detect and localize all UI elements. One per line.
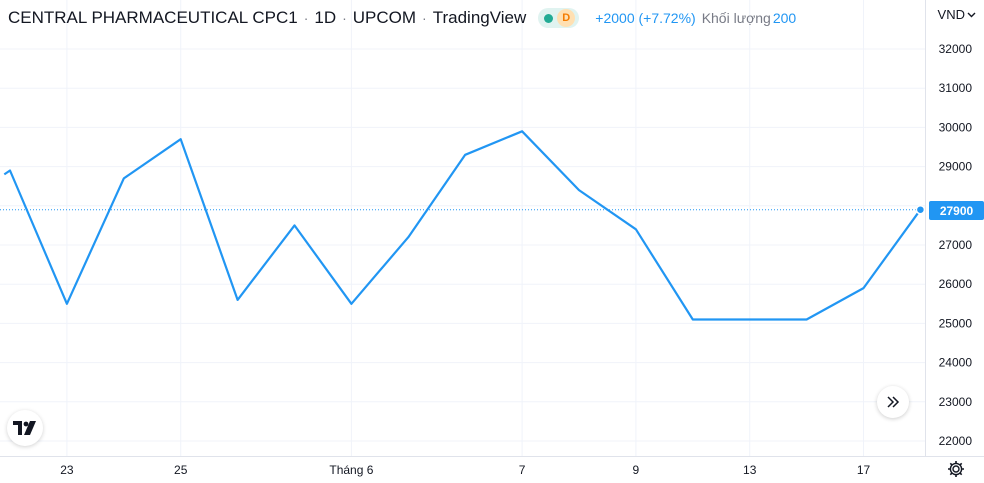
x-tick-label: 13 [743,463,757,477]
y-tick-label: 27000 [939,238,973,252]
chart-settings-button[interactable] [944,458,968,480]
double-chevron-right-icon [887,396,900,408]
y-tick-label: 31000 [939,81,973,95]
chevron-down-icon [967,12,976,17]
market-status[interactable]: D [538,8,580,28]
y-tick-label: 25000 [939,316,973,330]
tradingview-logo-icon [13,421,36,435]
scroll-to-realtime-button[interactable] [877,386,909,418]
data-point [690,316,696,322]
data-point [178,136,184,142]
data-point [348,301,354,307]
price-axis-border [925,0,926,456]
x-tick-label: 9 [633,463,640,477]
y-tick-label: 26000 [939,277,973,291]
data-point [64,301,70,307]
market-open-dot-icon [544,13,554,23]
data-point [576,187,582,193]
data-point [292,222,298,228]
y-tick-label: 29000 [939,160,973,174]
currency-label: VND [937,7,965,22]
volume-value: 200 [772,10,797,26]
data-point [462,152,468,158]
y-tick-label: 24000 [939,356,973,370]
y-tick-label: 22000 [939,434,973,448]
tradingview-logo[interactable] [7,410,43,446]
legend-separator: · [342,10,347,26]
x-tick-label: 23 [60,463,74,477]
data-point [519,128,525,134]
currency-selector[interactable]: VND [938,7,976,22]
delayed-data-badge: D [557,9,576,27]
data-point [235,297,241,303]
volume-label: Khối lượng [701,10,771,26]
symbol-legend: CENTRAL PHARMACEUTICAL CPC1 · 1D · UPCOM… [8,6,796,30]
data-point [405,234,411,240]
data-point [804,316,810,322]
y-tick-label: 23000 [939,395,973,409]
data-point [633,226,639,232]
symbol-name[interactable]: CENTRAL PHARMACEUTICAL CPC1 [8,8,298,27]
gear-icon [948,461,964,477]
y-tick-label: 30000 [939,120,973,134]
legend-separator: · [303,10,309,26]
data-point [747,316,753,322]
time-axis-border [0,456,984,457]
interval-label[interactable]: 1D [314,8,337,27]
data-point [7,168,13,174]
x-tick-label: 17 [857,463,871,477]
source-label: TradingView [432,8,527,27]
x-tick-label: Tháng 6 [329,463,373,477]
last-price-label: 27900 [929,201,984,220]
data-point [1,171,7,177]
data-point [121,175,127,181]
y-tick-label: 32000 [939,42,973,56]
last-price-dot [915,204,926,215]
exchange-label: UPCOM [352,8,417,27]
legend-separator: · [422,10,427,26]
x-tick-label: 25 [174,463,188,477]
data-point [861,285,867,291]
x-tick-label: 7 [519,463,526,477]
price-series-line [3,130,922,321]
price-change: +2000 (+7.72%) [595,10,696,26]
